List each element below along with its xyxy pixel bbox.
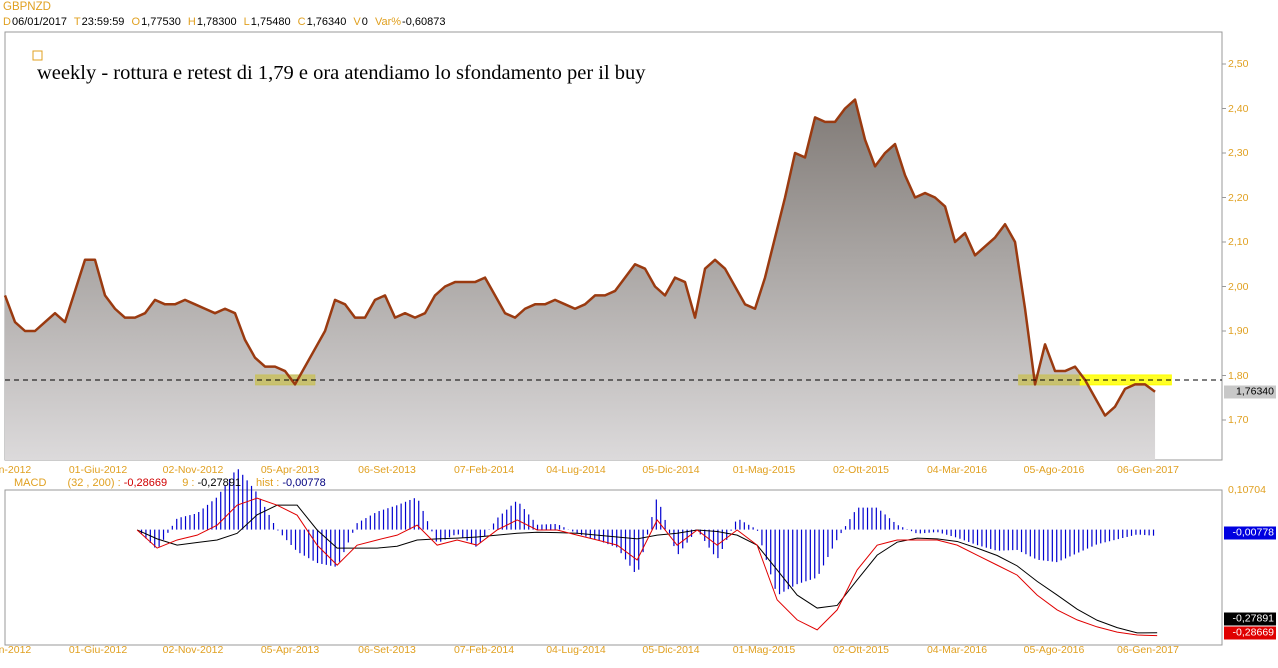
high-value: 1,78300 (196, 16, 237, 28)
time-tick-label: en-2012 (0, 464, 32, 476)
time-key: T (73, 16, 81, 28)
open-value: 1,77530 (141, 16, 181, 28)
time-value: 23:59:59 (81, 16, 125, 28)
price-tick-label: 1,70 (1228, 414, 1249, 426)
hist-key: hist : (256, 477, 280, 489)
time-tick-label: 04-Mar-2016 (926, 644, 988, 656)
var-value: -0,60873 (402, 16, 446, 28)
time-tick-label: 02-Nov-2012 (162, 644, 224, 656)
signal-value-box: -0,27891 (1224, 612, 1276, 626)
time-tick-label: 05-Dic-2014 (642, 464, 700, 476)
high-key: H (187, 16, 196, 28)
annotation-marker-icon[interactable] (32, 50, 43, 61)
time-tick-label: en-2012 (0, 644, 32, 656)
volume-value: 0 (361, 16, 368, 28)
macd-params: (32 , 200) : (67, 477, 121, 489)
macd-name: MACD (14, 477, 47, 489)
date-value: 06/01/2017 (11, 16, 68, 28)
time-tick-label: 02-Ott-2015 (832, 644, 890, 656)
var-key: Var% (374, 16, 402, 28)
close-value: 1,76340 (306, 16, 347, 28)
time-tick-label: 02-Nov-2012 (162, 464, 224, 476)
chart-annotation[interactable]: weekly - rottura e retest di 1,79 e ora … (37, 62, 646, 84)
time-tick-label: 04-Lug-2014 (546, 464, 606, 476)
symbol-title: GBPNZD (3, 1, 51, 13)
macd-scale-top: 0,10704 (1228, 484, 1266, 496)
time-tick-label: 05-Dic-2014 (642, 644, 700, 656)
low-key: L (243, 16, 250, 28)
macd-value: -0,28669 (123, 477, 168, 489)
date-key: D (3, 16, 11, 28)
price-series (3, 63, 1226, 460)
time-tick-label: 05-Apr-2013 (260, 644, 320, 656)
time-tick-label: 01-Mag-2015 (732, 464, 796, 476)
price-tick-label: 2,40 (1228, 102, 1249, 115)
price-tick-label: 2,50 (1228, 58, 1249, 70)
signal-key: 9 : (182, 477, 195, 489)
macd-legend: MACD (32 , 200) : -0,28669 9 : -0,27891 … (14, 477, 326, 489)
time-tick-label: 01-Giu-2012 (68, 464, 128, 476)
signal-value: -0,27891 (197, 477, 241, 489)
price-area (5, 99, 1156, 460)
macd-value-box: -0,28669 (1224, 626, 1276, 640)
time-tick-label: 02-Ott-2015 (832, 464, 890, 476)
hist-value-box: -0,00778 (1224, 526, 1276, 540)
time-tick-label: 05-Ago-2016 (1023, 464, 1085, 476)
open-key: O (131, 16, 141, 28)
time-tick-label: 01-Mag-2015 (732, 644, 796, 656)
price-tick-label: 1,90 (1228, 325, 1249, 337)
time-tick-label: 06-Set-2013 (358, 464, 416, 476)
time-tick-label: 05-Apr-2013 (260, 464, 320, 476)
signal-line (136, 504, 1158, 634)
price-tick-label: 1,80 (1228, 369, 1249, 382)
macd-line (136, 497, 1158, 637)
time-tick-label: 04-Mar-2016 (926, 464, 988, 476)
macd-series (136, 469, 1158, 637)
time-tick-label: 01-Giu-2012 (68, 644, 128, 656)
time-tick-label: 04-Lug-2014 (546, 644, 606, 656)
time-tick-label: 05-Ago-2016 (1023, 644, 1085, 656)
price-tick-label: 2,20 (1228, 191, 1249, 204)
time-tick-label: 07-Feb-2014 (453, 644, 515, 656)
low-value: 1,75480 (250, 16, 291, 28)
price-line (3, 98, 1156, 417)
last-price-box: 1,76340 (1224, 385, 1276, 399)
volume-key: V (353, 16, 361, 28)
time-tick-label: 07-Feb-2014 (453, 464, 515, 476)
price-tick-label: 2,10 (1228, 236, 1249, 248)
price-tick-label: 2,30 (1228, 147, 1249, 159)
ohlc-readout: D06/01/2017 T23:59:59 O1,77530 H1,78300 … (3, 16, 449, 28)
time-tick-label: 06-Gen-2017 (1117, 464, 1179, 476)
time-tick-label: 06-Set-2013 (358, 644, 416, 656)
price-tick-label: 2,00 (1228, 280, 1249, 293)
close-key: C (297, 16, 306, 28)
macd-panel-frame (4, 489, 1223, 646)
hist-value: -0,00778 (282, 477, 326, 489)
time-tick-label: 06-Gen-2017 (1117, 644, 1179, 656)
